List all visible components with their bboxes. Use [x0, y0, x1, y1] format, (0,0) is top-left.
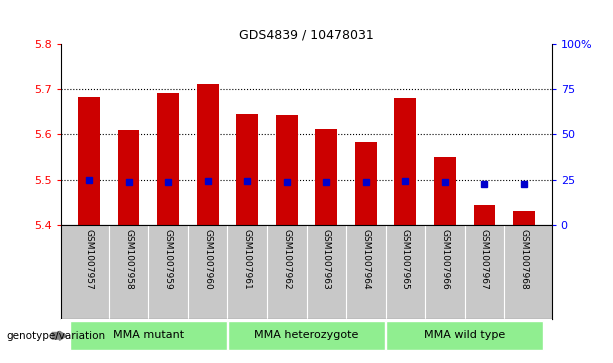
Bar [395, 98, 416, 225]
Bar [355, 143, 377, 225]
Bar [228, 321, 385, 351]
Bar [157, 93, 179, 225]
Text: GSM1007962: GSM1007962 [282, 229, 291, 289]
Bar [276, 115, 297, 225]
Text: MMA heterozygote: MMA heterozygote [254, 330, 359, 340]
Bar [70, 321, 227, 351]
Text: GSM1007960: GSM1007960 [203, 229, 212, 290]
Text: GSM1007965: GSM1007965 [401, 229, 410, 290]
Bar [197, 84, 218, 225]
Bar [513, 211, 535, 225]
Text: genotype/variation: genotype/variation [6, 331, 105, 341]
Text: GSM1007958: GSM1007958 [124, 229, 133, 290]
Bar [316, 129, 337, 225]
Title: GDS4839 / 10478031: GDS4839 / 10478031 [239, 28, 374, 41]
Text: MMA wild type: MMA wild type [424, 330, 505, 340]
Text: GSM1007967: GSM1007967 [480, 229, 489, 290]
Text: GSM1007957: GSM1007957 [85, 229, 94, 290]
Bar [78, 97, 100, 225]
Bar [474, 205, 495, 225]
Text: GSM1007966: GSM1007966 [440, 229, 449, 290]
Bar [434, 157, 456, 225]
Text: GSM1007961: GSM1007961 [243, 229, 252, 290]
Bar [118, 130, 139, 225]
Text: GSM1007964: GSM1007964 [361, 229, 370, 289]
Bar [236, 114, 258, 225]
Text: GSM1007959: GSM1007959 [164, 229, 173, 290]
Text: MMA mutant: MMA mutant [113, 330, 184, 340]
Text: GSM1007968: GSM1007968 [519, 229, 528, 290]
Bar [386, 321, 543, 351]
Text: GSM1007963: GSM1007963 [322, 229, 331, 290]
